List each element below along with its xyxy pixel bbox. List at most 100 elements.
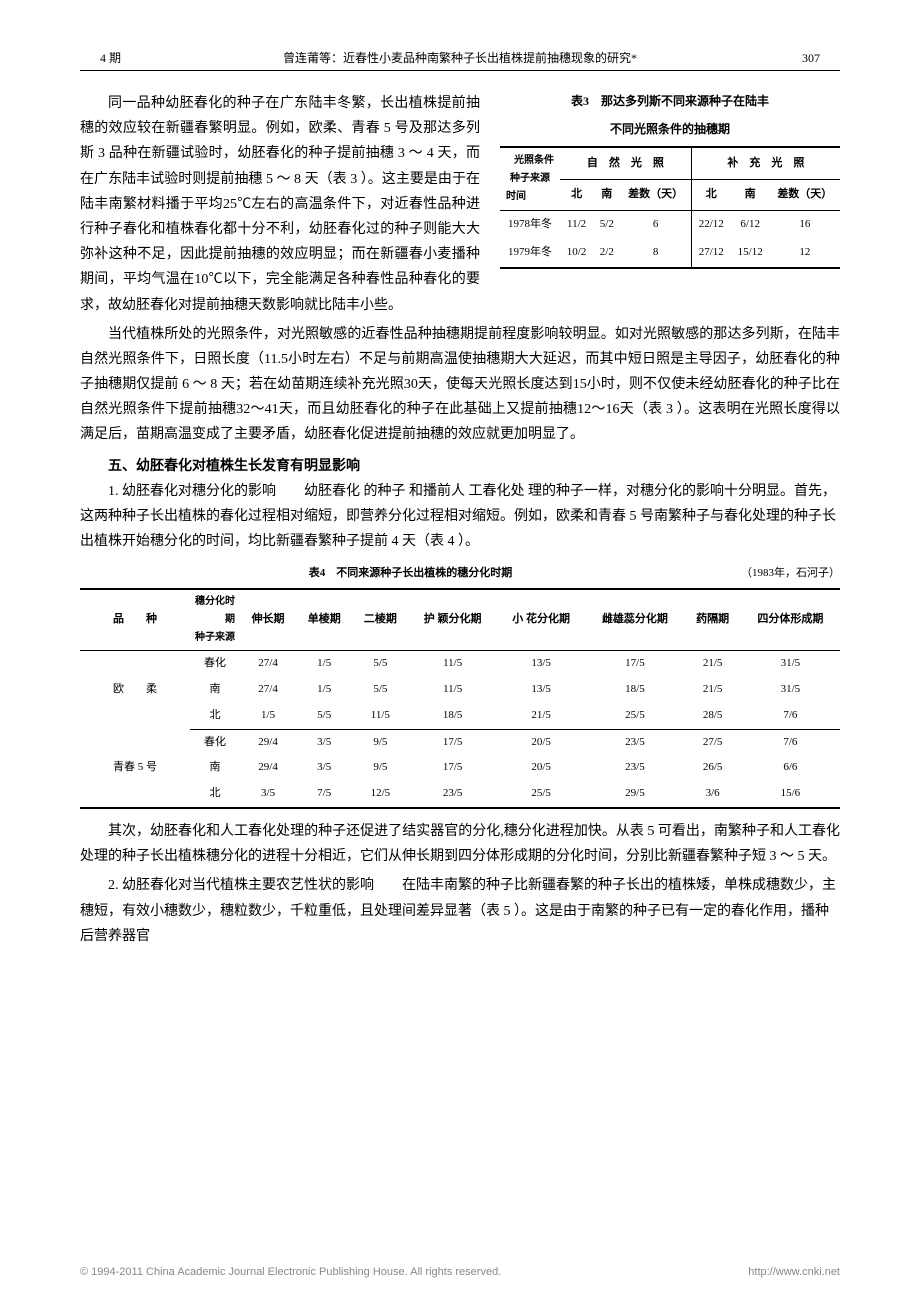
t4-cell: 20/5 [497, 729, 585, 755]
t4-cell: 25/5 [497, 781, 585, 808]
t3-cell: 6 [620, 211, 691, 239]
t4-source: 北 [190, 703, 240, 729]
header-divider [80, 70, 840, 71]
t4-cell: 3/5 [296, 729, 352, 755]
t4-cell: 27/4 [240, 677, 296, 703]
t4-diag2: 种子来源 [195, 629, 235, 647]
t3-cell: 15/12 [731, 239, 770, 268]
t4-cell: 7/6 [741, 703, 840, 729]
t4-cell: 23/5 [585, 755, 684, 781]
p3-label: 1. 幼胚春化对穗分化的影响 [108, 484, 276, 499]
t4-cell: 1/5 [296, 651, 352, 677]
t4-cell: 23/5 [408, 781, 496, 808]
t4-cell: 11/5 [408, 651, 496, 677]
t4-cell: 17/5 [408, 755, 496, 781]
t4-cell: 11/5 [352, 703, 408, 729]
t3-cell: 22/12 [691, 211, 730, 239]
t4-cell: 5/5 [296, 703, 352, 729]
table3: 光照条件 种子来源 时间 自 然 光 照 补 充 光 照 北 南 差数（天） 北… [500, 146, 840, 269]
table4-note: （1983年，石河子） [741, 564, 840, 584]
t4-source: 北 [190, 781, 240, 808]
table3-caption2: 不同光照条件的抽穗期 [500, 119, 840, 141]
t4-diag1: 穗分化时期 [195, 593, 235, 629]
paragraph-2: 当代植株所处的光照条件，对光照敏感的近春性品种抽穗期提前程度影响较明显。如对光照… [80, 322, 840, 448]
t4-cell: 5/5 [352, 651, 408, 677]
t4-cell: 11/5 [408, 677, 496, 703]
t4-variety: 欧 柔 [80, 651, 190, 729]
t4-h: 小 花分化期 [497, 589, 585, 651]
t3-cell: 10/2 [560, 239, 593, 268]
t4-cell: 13/5 [497, 651, 585, 677]
t4-cell: 1/5 [240, 703, 296, 729]
t4-cell: 9/5 [352, 755, 408, 781]
t4-h: 伸长期 [240, 589, 296, 651]
t4-h: 护 颖分化期 [408, 589, 496, 651]
t3-g1: 自 然 光 照 [560, 147, 691, 179]
t3-diag2: 种子来源 [506, 170, 554, 188]
t4-cell: 18/5 [585, 677, 684, 703]
t4-cell: 1/5 [296, 677, 352, 703]
t3-h: 北 [560, 179, 593, 210]
t3-h: 南 [593, 179, 620, 210]
t3-cell: 16 [770, 211, 840, 239]
t3-diag1: 光照条件 [506, 152, 554, 170]
page-footer: © 1994-2011 China Academic Journal Elect… [0, 1263, 920, 1283]
t3-h: 差数（天） [770, 179, 840, 210]
t3-cell: 6/12 [731, 211, 770, 239]
t4-cell: 29/5 [585, 781, 684, 808]
t3-row-label: 1978年冬 [500, 211, 560, 239]
t4-cell: 17/5 [585, 651, 684, 677]
article-content: 表3 那达多列斯不同来源种子在陆丰 不同光照条件的抽穗期 光照条件 种子来源 时… [80, 91, 840, 949]
table4-wrap: 表4 不同来源种子长出植株的穗分化时期 （1983年，石河子） 品 种 穗分化时… [80, 564, 840, 809]
t4-cell: 5/5 [352, 677, 408, 703]
t3-cell: 12 [770, 239, 840, 268]
t4-cell: 6/6 [741, 755, 840, 781]
t4-cell: 21/5 [497, 703, 585, 729]
t4-cell: 17/5 [408, 729, 496, 755]
t3-h: 北 [691, 179, 730, 210]
paragraph-4: 其次，幼胚春化和人工春化处理的种子还促进了结实器官的分化,穗分化进程加快。从表 … [80, 819, 840, 869]
t4-col0: 品 种 [80, 589, 190, 651]
t3-cell: 11/2 [560, 211, 593, 239]
page-number: 307 [802, 48, 820, 70]
t4-h: 药隔期 [685, 589, 741, 651]
footer-url: http://www.cnki.net [748, 1263, 840, 1283]
t4-h: 二棱期 [352, 589, 408, 651]
t4-cell: 3/5 [240, 781, 296, 808]
t4-cell: 25/5 [585, 703, 684, 729]
t3-cell: 27/12 [691, 239, 730, 268]
t4-cell: 13/5 [497, 677, 585, 703]
header-issue: 4 期 [100, 48, 121, 70]
t4-cell: 23/5 [585, 729, 684, 755]
paragraph-3: 1. 幼胚春化对穗分化的影响 幼胚春化 的种子 和播前人 工春化处 理的种子一样… [80, 479, 840, 555]
t4-source: 南 [190, 755, 240, 781]
t4-cell: 29/4 [240, 729, 296, 755]
t4-cell: 12/5 [352, 781, 408, 808]
paragraph-5: 2. 幼胚春化对当代植株主要农艺性状的影响 在陆丰南繁的种子比新疆春繁的种子长出… [80, 873, 840, 949]
t3-h: 差数（天） [620, 179, 691, 210]
t3-rowlabel: 时间 [506, 188, 554, 206]
t4-source: 南 [190, 677, 240, 703]
t4-h: 雌雄蕊分化期 [585, 589, 684, 651]
t4-cell: 31/5 [741, 677, 840, 703]
t4-cell: 26/5 [685, 755, 741, 781]
table4: 品 种 穗分化时期 种子来源 伸长期 单棱期 二棱期 护 颖分化期 小 花分化期… [80, 588, 840, 809]
t4-h: 单棱期 [296, 589, 352, 651]
running-head: 曾连莆等：近春性小麦品种南繁种子长出植株提前抽穗现象的研究* [283, 48, 637, 70]
t4-cell: 21/5 [685, 677, 741, 703]
t3-cell: 5/2 [593, 211, 620, 239]
section-5-title: 五、幼胚春化对植株生长发育有明显影响 [80, 454, 840, 479]
t4-cell: 18/5 [408, 703, 496, 729]
t4-cell: 15/6 [741, 781, 840, 808]
footer-copyright: © 1994-2011 China Academic Journal Elect… [80, 1263, 501, 1283]
t4-cell: 21/5 [685, 651, 741, 677]
t4-source: 春化 [190, 651, 240, 677]
p5-label: 2. 幼胚春化对当代植株主要农艺性状的影响 [108, 878, 374, 893]
t3-cell: 2/2 [593, 239, 620, 268]
t4-variety: 青春 5 号 [80, 729, 190, 808]
t4-cell: 7/5 [296, 781, 352, 808]
table3-float: 表3 那达多列斯不同来源种子在陆丰 不同光照条件的抽穗期 光照条件 种子来源 时… [500, 91, 840, 269]
t4-cell: 27/4 [240, 651, 296, 677]
t3-g2: 补 充 光 照 [691, 147, 840, 179]
t4-cell: 9/5 [352, 729, 408, 755]
